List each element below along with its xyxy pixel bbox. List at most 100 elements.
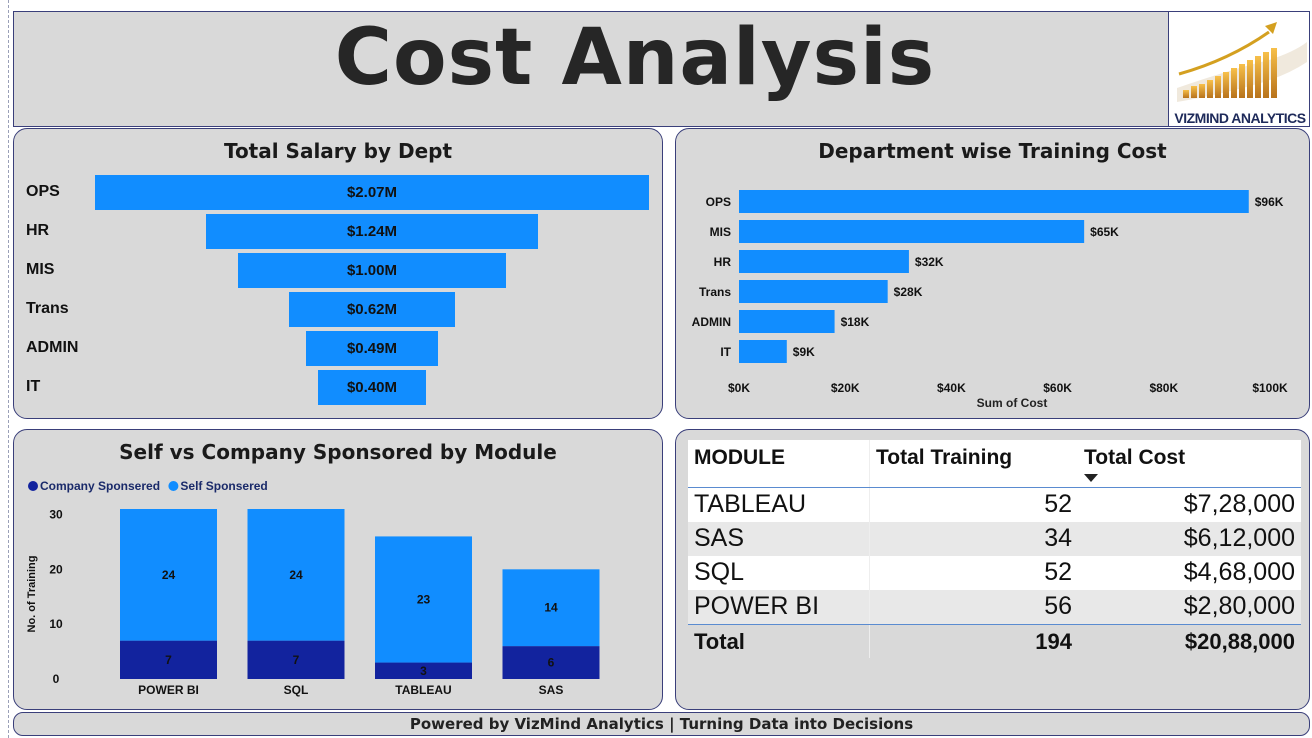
cell-training: 52	[869, 556, 1078, 590]
sponsor-data-label: 23	[417, 592, 431, 606]
sort-desc-icon[interactable]	[1084, 474, 1098, 482]
training-category-label: OPS	[706, 195, 731, 209]
total-training: 194	[869, 625, 1078, 658]
vizmind-logo: VIZMIND ANALYTICS	[1168, 11, 1310, 127]
training-x-tick: $60K	[1043, 381, 1072, 395]
legend-label[interactable]: Company Sponsered	[40, 479, 160, 493]
training-x-tick: $80K	[1149, 381, 1178, 395]
training-category-label: ADMIN	[692, 315, 731, 329]
table-total-row: Total 194 $20,88,000	[688, 624, 1301, 658]
funnel-bar[interactable]: $0.49M	[306, 331, 438, 366]
training-x-tick: $0K	[728, 381, 750, 395]
training-value-label: $96K	[1255, 195, 1284, 209]
frame-guide	[8, 0, 9, 738]
training-category-label: Trans	[699, 285, 731, 299]
sponsor-x-tick: POWER BI	[138, 683, 199, 697]
cell-training: 56	[869, 590, 1078, 624]
training-x-tick: $100K	[1252, 381, 1288, 395]
funnel-category-label: HR	[26, 222, 50, 239]
funnel-category-label: Trans	[26, 300, 69, 317]
legend-marker	[28, 481, 38, 491]
salary-title: Total Salary by Dept	[223, 139, 453, 163]
module-table: MODULE Total Training Total Cost TABLEAU…	[688, 440, 1301, 658]
table-row: SQL 52 $4,68,000	[688, 556, 1301, 590]
training-value-label: $32K	[915, 255, 944, 269]
funnel-category-label: OPS	[26, 183, 60, 200]
sponsor-y-tick: 10	[49, 617, 63, 631]
funnel-bar[interactable]: $1.00M	[238, 253, 506, 288]
training-bar[interactable]	[739, 220, 1085, 243]
training-panel: Department wise Training Cost OPS $96K MIS…	[675, 128, 1310, 419]
training-bar[interactable]	[739, 340, 787, 363]
training-value-label: $65K	[1090, 225, 1119, 239]
sponsor-bar-segment[interactable]	[502, 569, 600, 647]
sponsor-data-label: 14	[544, 601, 558, 615]
funnel-bar[interactable]: $0.62M	[289, 292, 455, 327]
header-banner	[13, 11, 1170, 127]
cell-cost: $2,80,000	[1183, 592, 1295, 620]
col-header-module[interactable]: MODULE	[688, 440, 869, 487]
sponsor-column-chart: Company Sponsered Self Sponsered 0 10 20 30 No…	[26, 479, 600, 697]
funnel-bar[interactable]: $1.24M	[206, 214, 538, 249]
footer-banner: Powered by VizMind Analytics | Turning D…	[13, 712, 1310, 736]
table-row: POWER BI 56 $2,80,000	[688, 590, 1301, 624]
training-bar[interactable]	[739, 280, 888, 303]
sponsor-bar-segment[interactable]	[120, 509, 217, 641]
sponsor-title: Self vs Company Sponsored by Module	[119, 440, 557, 464]
sponsor-bar-segment[interactable]	[375, 536, 472, 663]
training-x-tick: $40K	[937, 381, 966, 395]
total-label: Total	[694, 629, 745, 654]
training-bar-chart: OPS $96K MIS $65K HR $32K Trans $28K ADMIN $18K IT…	[692, 190, 1288, 410]
training-value-label: $9K	[793, 345, 815, 359]
sponsor-panel: Self vs Company Sponsored by Module Comp…	[13, 429, 663, 710]
training-value-label: $28K	[894, 285, 923, 299]
sponsor-y-axis-title: No. of Training	[26, 556, 38, 633]
page-title: Cost Analysis	[334, 13, 936, 103]
cell-module: SAS	[694, 524, 745, 552]
sponsor-data-label: 7	[165, 653, 172, 667]
sponsor-bar-segment[interactable]	[120, 640, 217, 679]
sponsor-bar-segment[interactable]	[247, 640, 345, 679]
col-header-total-cost[interactable]: Total Cost	[1078, 440, 1301, 487]
training-category-label: IT	[720, 345, 731, 359]
cell-module: SQL	[694, 558, 745, 586]
funnel-category-label: ADMIN	[26, 339, 79, 356]
training-bar[interactable]	[739, 310, 835, 333]
salary-panel: Total Salary by Dept OPS $2.07M HR $1.24M MI…	[13, 128, 663, 419]
sponsor-x-tick: TABLEAU	[395, 683, 451, 697]
table-header-row: MODULE Total Training Total Cost	[688, 440, 1301, 488]
sponsor-x-tick: SQL	[284, 683, 309, 697]
table-row: TABLEAU 52 $7,28,000	[688, 488, 1301, 522]
logo-chart-icon	[1177, 22, 1307, 102]
cell-cost: $6,12,000	[1183, 524, 1295, 552]
sponsor-y-tick: 20	[49, 562, 63, 576]
sponsor-data-label: 7	[293, 653, 300, 667]
sponsor-bar-segment[interactable]	[502, 646, 600, 679]
table-row: SAS 34 $6,12,000	[688, 522, 1301, 556]
legend-marker	[168, 481, 179, 491]
total-cost: $20,88,000	[1184, 629, 1295, 654]
training-category-label: MIS	[710, 225, 731, 239]
funnel-category-label: IT	[26, 378, 41, 395]
sponsor-data-label: 3	[420, 664, 427, 678]
funnel-bar[interactable]: $0.40M	[318, 370, 426, 405]
training-bar[interactable]	[739, 190, 1249, 213]
training-bar[interactable]	[739, 250, 909, 273]
training-title: Department wise Training Cost	[818, 139, 1167, 163]
sponsor-bar-segment[interactable]	[247, 509, 345, 641]
cell-training: 52	[869, 488, 1078, 522]
sponsor-data-label: 6	[548, 656, 555, 670]
sponsor-bar-segment[interactable]	[375, 662, 472, 679]
cell-module: POWER BI	[694, 592, 820, 620]
training-x-tick: $20K	[831, 381, 860, 395]
funnel-category-label: MIS	[26, 261, 55, 278]
sponsor-x-tick: SAS	[539, 683, 564, 697]
col-header-total-training[interactable]: Total Training	[869, 440, 1078, 487]
legend-label[interactable]: Self Sponsered	[180, 479, 267, 493]
training-category-label: HR	[714, 255, 732, 269]
sponsor-data-label: 24	[162, 568, 176, 582]
sponsor-data-label: 24	[289, 568, 303, 582]
cell-cost: $4,68,000	[1183, 558, 1295, 586]
cell-module: TABLEAU	[694, 490, 807, 518]
funnel-bar[interactable]: $2.07M	[95, 175, 649, 210]
